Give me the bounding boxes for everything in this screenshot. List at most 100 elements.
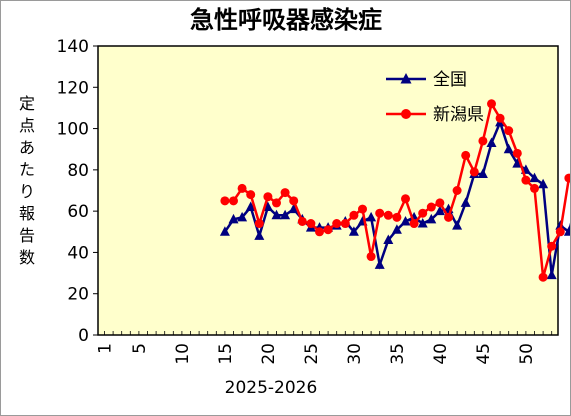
y-label-char: あ: [19, 138, 35, 157]
data-point: [246, 190, 256, 200]
x-tick-label: 5: [130, 343, 150, 354]
x-axis-title: 2025-2026: [225, 378, 318, 398]
chart-title: 急性呼吸器感染症: [190, 6, 382, 34]
data-point: [306, 219, 316, 229]
data-point: [461, 150, 471, 160]
data-point: [487, 99, 496, 109]
y-label-char: 報: [19, 204, 35, 223]
data-point: [426, 202, 436, 212]
y-tick-label: 100: [57, 120, 89, 140]
data-point: [383, 210, 393, 220]
data-point: [555, 227, 565, 237]
y-label-char: り: [19, 182, 35, 201]
legend-marker: [400, 73, 412, 84]
y-tick-label: 140: [57, 37, 89, 57]
x-tick-label: 35: [388, 343, 408, 365]
data-point: [280, 209, 291, 220]
data-point: [374, 259, 385, 269]
series-niigata: [220, 99, 570, 282]
x-tick-label: 25: [302, 343, 322, 365]
x-tick-label: 45: [474, 343, 494, 365]
data-point: [426, 213, 437, 224]
data-point: [219, 226, 230, 236]
data-point: [564, 173, 570, 183]
data-point: [547, 241, 557, 251]
y-tick-label: 0: [78, 326, 89, 346]
x-tick-label: 1: [96, 343, 116, 354]
data-point: [391, 224, 402, 234]
data-point: [538, 178, 549, 189]
y-tick-label: 120: [57, 78, 89, 98]
data-point: [400, 215, 411, 226]
y-tick-label: 60: [67, 202, 89, 222]
data-point: [529, 172, 540, 183]
data-point: [297, 216, 307, 226]
data-point: [288, 203, 299, 214]
y-label-char: 点: [19, 116, 35, 135]
data-point: [512, 158, 523, 168]
data-point: [434, 205, 445, 216]
x-tick-label: 30: [345, 343, 365, 365]
data-point: [452, 186, 462, 195]
data-point: [409, 219, 419, 229]
y-tick-label: 40: [67, 243, 89, 263]
y-label-char: た: [19, 160, 35, 179]
data-point: [323, 225, 333, 235]
data-point: [538, 272, 548, 282]
x-tick-label: 20: [259, 343, 279, 365]
data-point: [289, 196, 299, 206]
data-point: [495, 113, 505, 123]
data-point: [228, 213, 239, 224]
data-point: [237, 183, 247, 193]
data-point: [417, 218, 428, 228]
data-point: [348, 226, 359, 236]
data-point: [546, 269, 557, 280]
data-point: [477, 168, 488, 178]
data-point: [349, 210, 359, 220]
data-point: [444, 212, 453, 222]
legend-marker: [401, 109, 411, 119]
data-point: [401, 194, 410, 204]
data-point: [340, 219, 350, 229]
data-point: [418, 208, 428, 218]
data-point: [254, 219, 264, 229]
y-label-char: 数: [19, 248, 35, 267]
data-point: [383, 234, 394, 245]
data-point: [262, 201, 273, 212]
data-point: [503, 143, 514, 154]
data-point: [272, 198, 281, 208]
data-point: [530, 183, 539, 193]
y-label-char: 告: [19, 226, 35, 245]
data-point: [366, 252, 376, 262]
data-point: [220, 196, 230, 206]
y-axis: 0 20 40 60 80 100 120 140: [57, 37, 98, 346]
legend-label: 全国: [433, 70, 467, 90]
data-point: [563, 226, 570, 236]
data-point: [245, 201, 256, 212]
data-point: [452, 220, 463, 230]
data-point: [435, 198, 445, 208]
legend-label: 新潟県: [433, 105, 484, 125]
series-layer: [219, 99, 570, 282]
data-point: [271, 209, 282, 220]
data-point: [486, 137, 497, 148]
data-point: [254, 230, 265, 240]
x-tick-label: 10: [173, 343, 193, 365]
data-point: [280, 188, 290, 198]
data-point: [237, 211, 248, 222]
data-point: [263, 192, 273, 202]
data-point: [315, 227, 324, 237]
data-point: [229, 196, 238, 206]
y-label-char: 定: [19, 94, 35, 113]
data-point: [375, 208, 385, 218]
data-point: [460, 197, 471, 207]
data-point: [358, 204, 367, 214]
x-tick-label: 5: [569, 343, 571, 354]
data-point: [332, 219, 342, 229]
data-point: [521, 175, 531, 185]
data-point: [478, 136, 488, 146]
